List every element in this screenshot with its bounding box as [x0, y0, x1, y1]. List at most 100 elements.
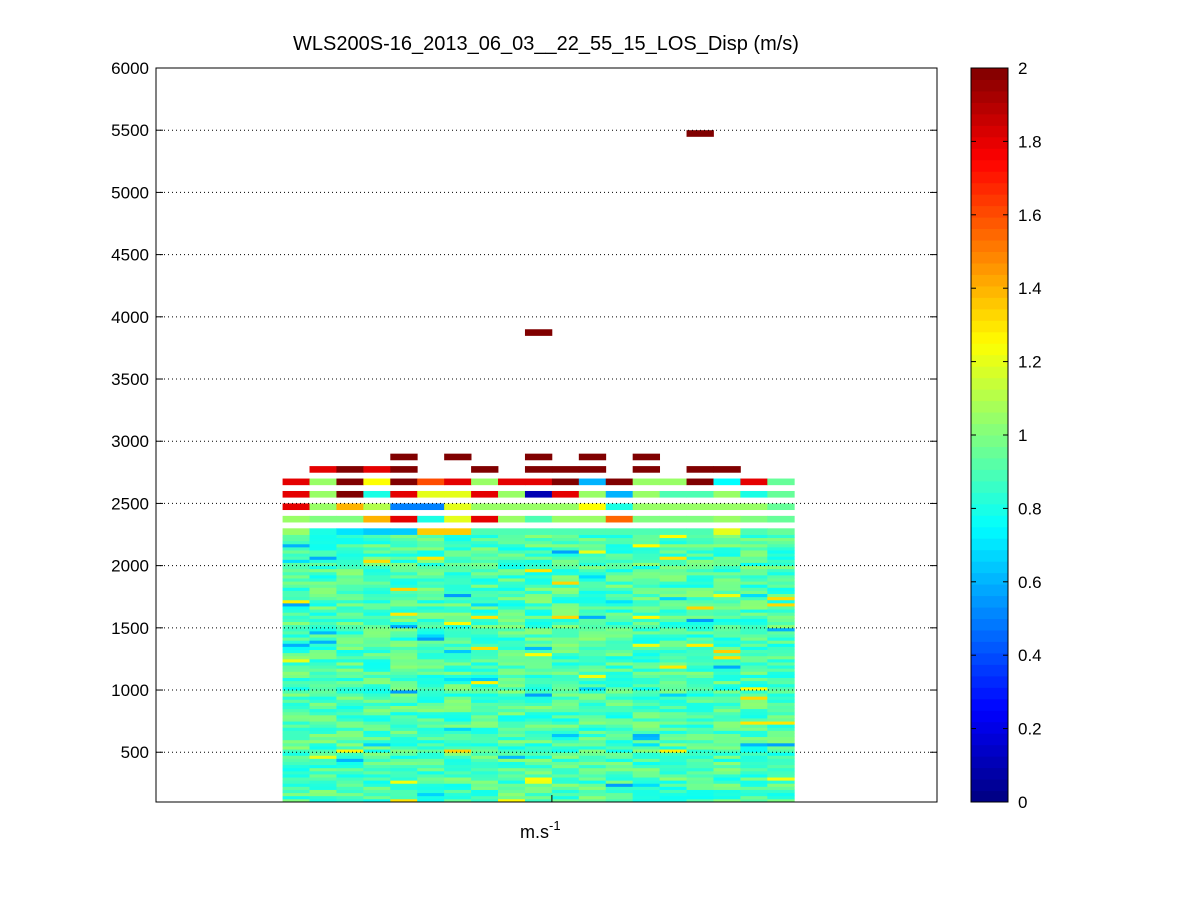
heatmap-cell: [282, 652, 310, 657]
heatmap-cell: [578, 537, 607, 542]
heatmap-cell: [498, 584, 526, 588]
heatmap-cell: [471, 767, 499, 772]
heatmap-cell: [767, 593, 795, 598]
heatmap-cell: [417, 627, 445, 632]
heatmap-cell: [605, 553, 634, 557]
heatmap-cell: [309, 792, 337, 797]
heatmap-cell: [309, 565, 337, 570]
heatmap-cell: [767, 627, 795, 632]
heatmap-cell: [740, 761, 768, 766]
heatmap-cell: [740, 736, 768, 741]
heatmap-cell: [740, 674, 768, 678]
heatmap-cell: [740, 733, 768, 738]
heatmap-cell: [605, 652, 634, 657]
heatmap-cell: [363, 708, 391, 713]
heatmap-cell: [767, 739, 795, 744]
heatmap-cell: [578, 574, 607, 579]
heatmap-cell: [524, 677, 553, 682]
heatmap-cell: [605, 637, 634, 641]
heatmap-cell: [632, 537, 661, 542]
heatmap-cell: [632, 761, 661, 766]
heatmap-cell: [686, 640, 714, 644]
heatmap-cell: [605, 736, 634, 741]
heatmap-cell: [740, 528, 768, 535]
heatmap-cell: [309, 755, 337, 759]
heatmap-cell: [417, 584, 445, 588]
heatmap-cell: [632, 624, 661, 629]
heatmap-cell: [417, 559, 445, 563]
heatmap-cell: [363, 655, 391, 660]
heatmap-cell: [390, 537, 418, 542]
heatmap-cell: [498, 702, 526, 706]
heatmap-cell: [524, 708, 553, 713]
heatmap-cell: [632, 693, 661, 697]
heatmap-cell: [498, 780, 526, 784]
heatmap-cell: [740, 718, 768, 722]
heatmap-cell: [417, 546, 445, 551]
heatmap-cell: [524, 612, 553, 616]
heatmap-cell: [524, 621, 553, 626]
heatmap-cell: [578, 565, 607, 570]
heatmap-cell: [686, 752, 714, 756]
heatmap-cell: [390, 677, 418, 682]
colorbar-tick-label: 2: [1018, 59, 1027, 78]
heatmap-cell: [336, 581, 364, 585]
heatmap-cell: [767, 584, 795, 588]
heatmap-cell: [605, 546, 634, 551]
heatmap-cell: [686, 606, 714, 610]
heatmap-cell: [471, 503, 499, 511]
heatmap-cell: [740, 783, 768, 787]
heatmap-cell: [498, 581, 526, 585]
heatmap-cell: [336, 702, 364, 706]
heatmap-cell: [605, 733, 634, 738]
heatmap-cell: [417, 550, 445, 554]
heatmap-cell: [417, 761, 445, 766]
heatmap-cell: [740, 755, 768, 759]
heatmap-cell: [498, 752, 526, 756]
heatmap-cell: [524, 655, 553, 660]
heatmap-cell: [659, 705, 687, 710]
heatmap-cell: [686, 602, 714, 607]
heatmap-cell: [605, 786, 634, 790]
heatmap-cell: [740, 690, 768, 694]
heatmap-cell: [444, 746, 472, 750]
heatmap-cell: [444, 627, 472, 632]
heatmap-cell: [309, 767, 337, 772]
heatmap-cell: [498, 658, 526, 663]
heatmap-cell: [363, 546, 391, 551]
heatmap-cell: [686, 556, 714, 560]
heatmap-cell: [336, 758, 364, 762]
heatmap-cell: [282, 730, 310, 734]
heatmap-cell: [740, 630, 768, 635]
heatmap-cell: [444, 581, 472, 585]
heatmap-cell: [444, 677, 472, 682]
heatmap-cell: [309, 721, 337, 725]
heatmap-cell: [444, 749, 472, 753]
colorbar-band: [971, 274, 1008, 287]
heatmap-cell: [309, 770, 337, 775]
heatmap-cell: [632, 528, 661, 535]
heatmap-cell: [740, 693, 768, 697]
heatmap-cell: [390, 783, 418, 787]
heatmap-cell: [444, 662, 472, 666]
heatmap-cell: [417, 674, 445, 678]
heatmap-cell: [740, 711, 768, 716]
heatmap-cell: [524, 643, 553, 647]
heatmap-cell: [659, 733, 687, 738]
heatmap-cell: [471, 662, 499, 666]
heatmap-cell: [363, 559, 391, 563]
heatmap-cell: [309, 730, 337, 734]
heatmap-cell: [524, 683, 553, 688]
heatmap-cell: [551, 621, 580, 626]
heatmap-cell: [578, 543, 607, 548]
heatmap-cell: [605, 671, 634, 675]
heatmap-cell: [390, 606, 418, 610]
heatmap-cell: [605, 537, 634, 542]
heatmap-cell: [713, 646, 741, 650]
heatmap-cell: [390, 702, 418, 706]
heatmap-cell: [632, 609, 661, 613]
heatmap-cell: [524, 640, 553, 644]
heatmap-cell: [605, 742, 634, 747]
heatmap-cell: [740, 683, 768, 688]
heatmap-cell: [444, 693, 472, 697]
